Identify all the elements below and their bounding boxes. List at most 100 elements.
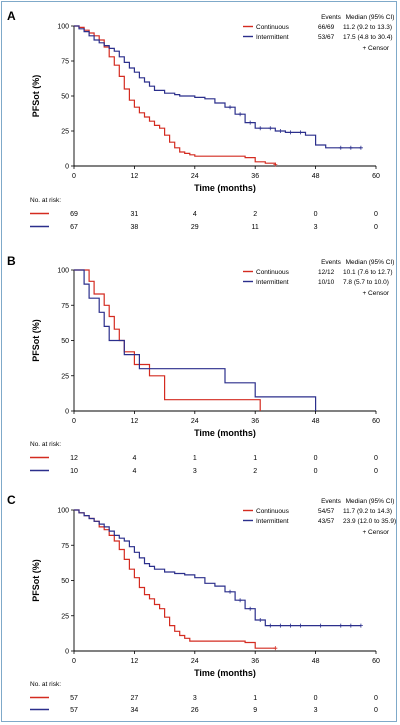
x-tick-label: 36 [251,418,259,425]
series-line-continuous [74,25,276,165]
legend-median: 11.2 (9.2 to 13.3) [343,24,392,31]
risk-count: 1 [253,695,257,702]
risk-count: 12 [70,455,78,462]
risk-count: 67 [70,224,78,231]
x-axis-label: Time (months) [194,668,256,678]
risk-count: 1 [193,455,197,462]
risk-count: 2 [253,468,257,475]
y-axis-label: PFSot (%) [31,75,41,118]
censor-mark [278,623,283,628]
legend-header-events: Events [321,498,342,505]
censor-mark [268,623,273,628]
censor-mark [248,120,253,125]
x-axis-label: Time (months) [194,183,256,193]
legend-events: 10/10 [318,279,335,286]
risk-count: 11 [252,224,259,231]
y-tick-label: 75 [61,543,69,550]
risk-count: 34 [131,707,139,714]
risk-count: 4 [132,468,136,475]
risk-count: 4 [193,211,197,218]
censor-mark [258,617,263,622]
risk-count: 57 [70,695,78,702]
censor-mark [258,126,263,131]
x-tick-label: 0 [72,658,76,665]
legend-series-name: Continuous [256,508,290,515]
legend-median: 10.1 (7.6 to 12.7) [343,269,393,276]
censor-mark [268,126,273,131]
legend-series-name: Intermittent [256,518,289,525]
risk-count: 3 [193,695,197,702]
panel-letter: B [7,254,16,268]
risk-count: 3 [193,468,197,475]
risk-count: 0 [374,224,378,231]
risk-count: 1 [253,455,257,462]
censor-mark [273,646,278,651]
risk-count: 9 [253,707,257,714]
y-axis-label: PFSot (%) [31,559,41,602]
risk-count: 3 [314,224,318,231]
legend-events: 54/57 [318,508,335,515]
censor-mark [348,623,353,628]
risk-table-label: No. at risk: [30,197,61,204]
censor-mark [298,623,303,628]
censor-mark [278,129,283,133]
panel-letter: A [7,9,16,23]
censor-mark [288,130,293,135]
legend-series-name: Continuous [256,24,290,31]
censor-mark [238,598,243,603]
y-tick-label: 0 [65,164,69,171]
panel-letter: C [7,493,16,507]
legend-censor: + Censor [362,45,389,52]
x-tick-label: 36 [251,658,259,665]
series-line-intermittent [74,25,361,149]
legend-censor: + Censor [362,290,389,297]
y-tick-label: 25 [61,129,69,136]
risk-count: 0 [314,695,318,702]
y-tick-label: 100 [57,24,69,31]
risk-count: 3 [314,707,318,714]
x-tick-label: 24 [191,173,199,180]
censor-mark [318,623,323,628]
censor-mark [228,105,233,110]
legend-series-name: Intermittent [256,279,289,286]
risk-count: 0 [374,468,378,475]
risk-count: 69 [70,211,78,218]
y-tick-label: 100 [57,268,69,275]
risk-count: 0 [374,455,378,462]
risk-count: 2 [253,211,257,218]
x-tick-label: 60 [372,173,380,180]
legend-header-median: Median (95% CI) [346,498,395,505]
legend-header-events: Events [321,259,342,266]
risk-count: 10 [70,468,78,475]
risk-count: 0 [374,707,378,714]
x-tick-label: 48 [312,418,320,425]
series-line-intermittent [74,509,361,627]
x-tick-label: 12 [131,418,139,425]
risk-count: 26 [191,707,199,714]
x-tick-label: 24 [191,418,199,425]
risk-count: 0 [314,455,318,462]
censor-mark [238,112,243,117]
series-line-intermittent [74,269,317,411]
censor-mark [288,623,293,628]
x-tick-label: 0 [72,418,76,425]
risk-count: 57 [70,707,78,714]
risk-count: 0 [374,211,378,218]
x-tick-label: 24 [191,658,199,665]
x-tick-label: 0 [72,173,76,180]
y-tick-label: 75 [61,303,69,310]
y-tick-label: 25 [61,373,69,380]
risk-count: 38 [131,224,139,231]
series-line-continuous [74,509,276,649]
y-tick-label: 75 [61,59,69,66]
risk-table-label: No. at risk: [30,681,61,688]
censor-mark [338,623,343,628]
y-axis-label: PFSot (%) [31,319,41,362]
x-tick-label: 48 [312,173,320,180]
legend-series-name: Continuous [256,269,290,276]
censor-mark [248,606,253,611]
y-tick-label: 50 [61,578,69,585]
